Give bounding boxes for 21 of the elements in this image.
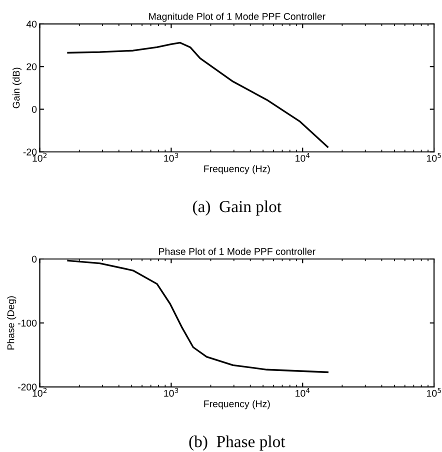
y-tick-label: -200 [18, 384, 37, 391]
x-tick-label: 10$^{4}$ [296, 152, 310, 162]
chart-title: Phase Plot of 1 Mode PPF controller [159, 248, 316, 255]
chart-title: Magnitude Plot of 1 Mode PPF Controller [149, 12, 326, 22]
x-tick-label: 10$^{4}$ [296, 388, 310, 397]
y-axis-title: Gain (dB) [12, 68, 22, 108]
y-tick-label: 0 [32, 106, 37, 113]
y-tick-label: 0 [32, 256, 37, 263]
x-tick-label: 10$^{5}$ [427, 388, 441, 397]
y-tick-label: 40 [26, 20, 37, 28]
y-tick-label: 20 [26, 63, 37, 70]
text: (b) Phase plot [189, 436, 286, 451]
x-tick-label: 10$^{3}$ [164, 152, 178, 162]
y-tick-label: -20 [23, 148, 37, 156]
y-tick-label: -100 [18, 320, 37, 327]
y-axis-title: Phase (Deg) [7, 296, 16, 350]
x-axis-title: Frequency (Hz) [204, 400, 270, 410]
text: (a) Gain plot [192, 200, 282, 216]
x-axis-title: Frequency (Hz) [204, 165, 270, 174]
x-tick-label: 10$^{3}$ [164, 388, 178, 397]
x-tick-label: 10$^{5}$ [427, 152, 441, 162]
